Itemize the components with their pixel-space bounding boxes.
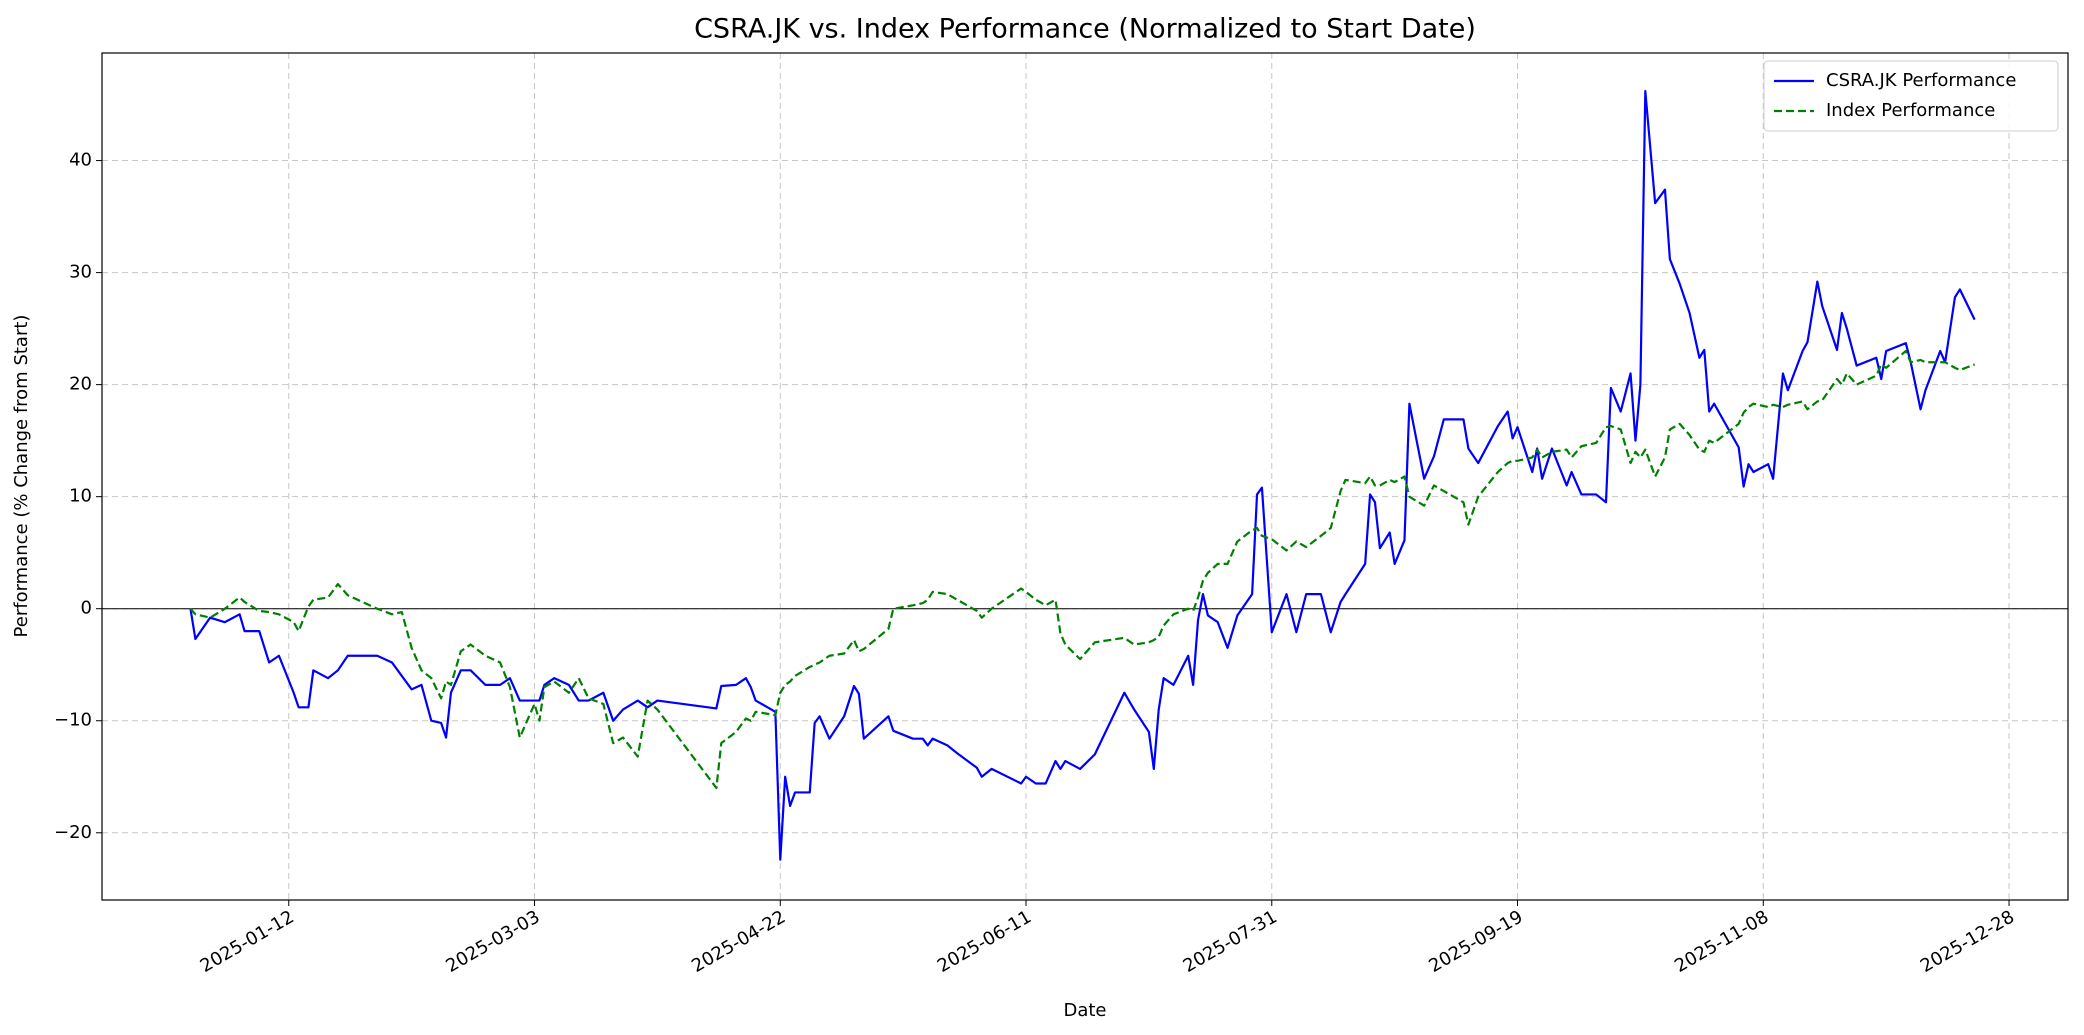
y-tick-label: 10	[69, 486, 92, 507]
x-tick-label: 2025-09-19	[1425, 906, 1526, 976]
x-tick-label: 2025-12-28	[1917, 906, 2018, 976]
x-tick-label: 2025-01-12	[197, 906, 298, 976]
y-tick-label: −10	[54, 710, 92, 731]
x-tick-label: 2025-07-31	[1180, 906, 1281, 976]
y-tick-label: 0	[81, 598, 92, 619]
x-tick-label: 2025-11-08	[1671, 906, 1772, 976]
y-tick-label: 30	[69, 262, 92, 283]
chart-title: CSRA.JK vs. Index Performance (Normalize…	[694, 14, 1476, 45]
legend-label: CSRA.JK Performance	[1826, 70, 2016, 91]
legend-label: Index Performance	[1826, 100, 1995, 121]
plot-frame	[101, 52, 2069, 901]
y-tick-label: 40	[69, 150, 92, 171]
y-tick-label: 20	[69, 374, 92, 395]
series-line	[189, 349, 1976, 790]
x-tick-label: 2025-04-22	[688, 906, 789, 976]
y-tick-label: −20	[54, 822, 92, 843]
legend: CSRA.JK Performance Index Performance	[1763, 60, 2059, 132]
x-tick-label: 2025-06-11	[934, 906, 1035, 976]
y-axis-label: Performance (% Change from Start)	[11, 315, 32, 638]
legend-box	[1763, 60, 2059, 132]
series-line	[189, 89, 1976, 861]
x-tick-label: 2025-03-03	[442, 906, 543, 976]
x-axis-label: Date	[1063, 1000, 1106, 1021]
